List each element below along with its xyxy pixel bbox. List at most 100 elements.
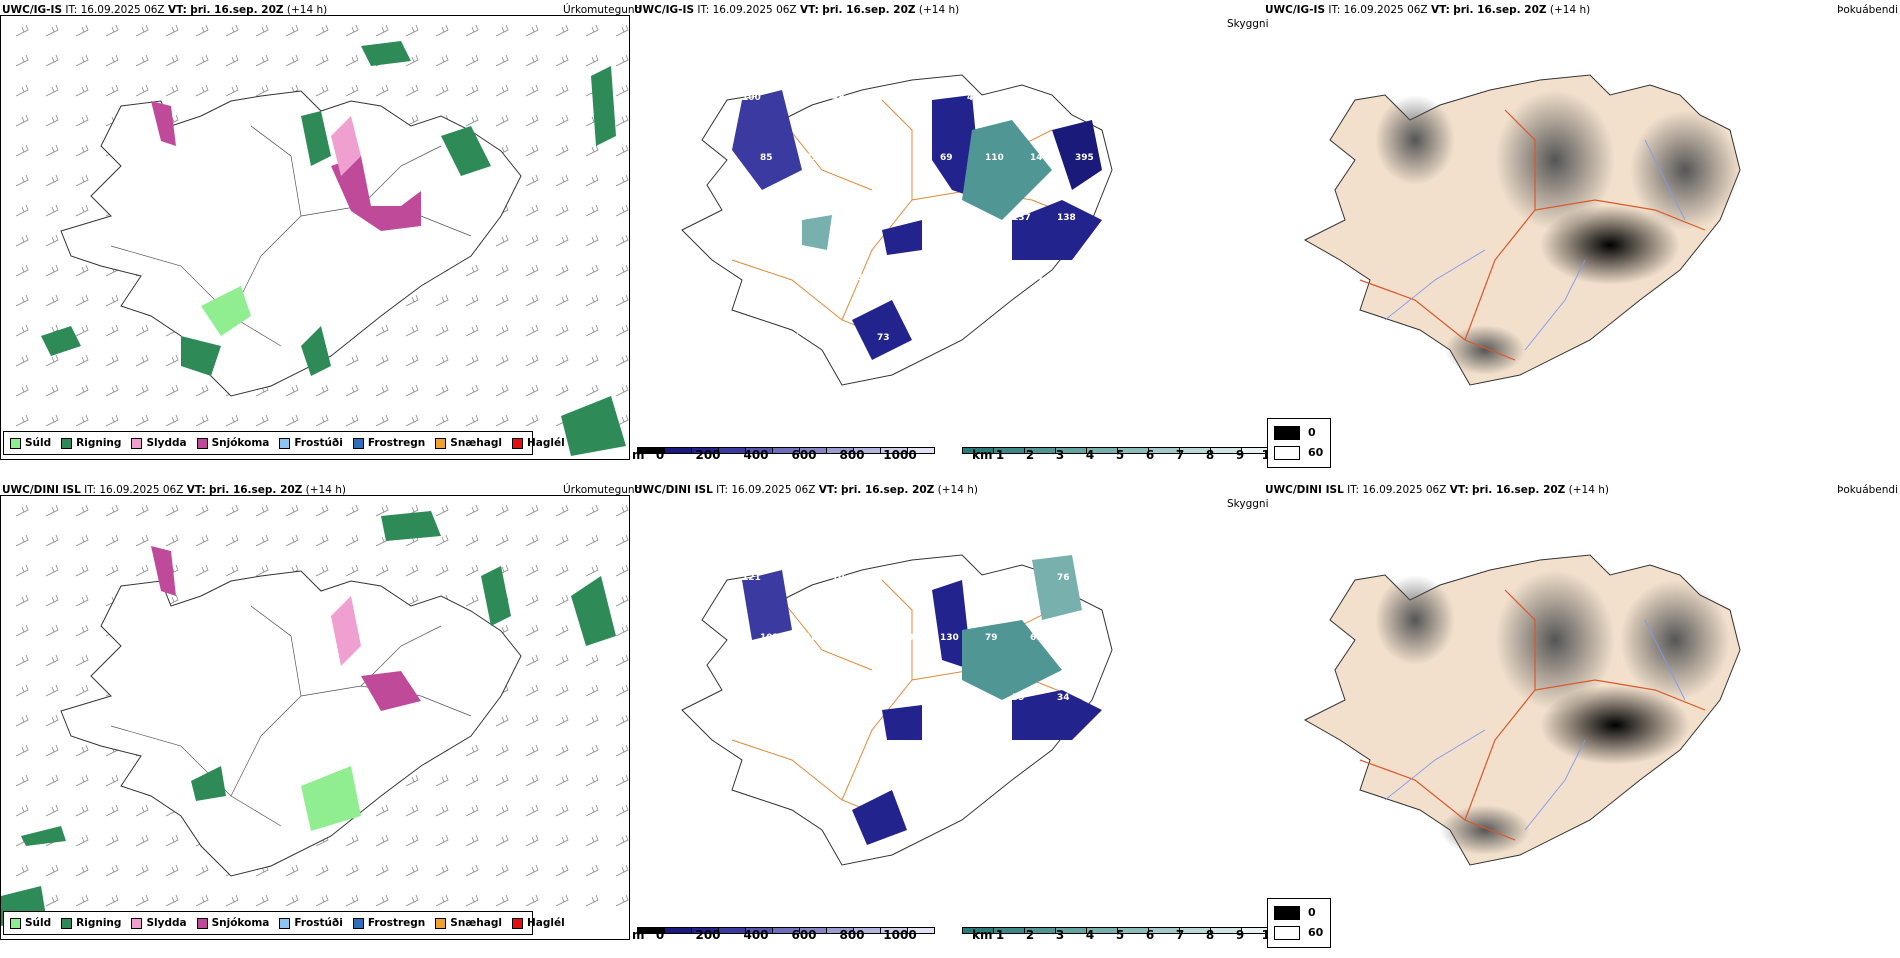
wind-barb xyxy=(225,24,239,37)
wind-barb xyxy=(15,684,29,697)
legend-label: Frostregn xyxy=(367,917,426,929)
wind-barb xyxy=(495,804,509,817)
fog-key: 0 60 xyxy=(1267,898,1331,948)
wind-barb xyxy=(525,774,539,787)
wind-barb xyxy=(15,354,29,367)
wind-barb xyxy=(495,54,509,67)
wind-barb xyxy=(345,384,359,397)
wind-barb xyxy=(315,384,329,397)
wind-barb xyxy=(345,894,359,907)
precip-legend: Súld Rigning Slydda Snjókoma Frostúði Frostre… xyxy=(3,431,565,455)
wind-barb xyxy=(375,414,389,427)
visibility-areas xyxy=(732,90,1102,360)
wind-barb xyxy=(525,804,539,817)
wind-barb xyxy=(615,54,629,67)
wind-barb xyxy=(135,834,149,847)
wind-barb xyxy=(315,864,329,877)
wind-barb xyxy=(255,414,269,427)
wind-barb xyxy=(195,504,209,517)
wind-barb xyxy=(45,24,59,37)
wind-barb xyxy=(555,384,569,397)
colorbar-tick: 400 xyxy=(743,928,769,942)
colorbar-tick: 3 xyxy=(1055,448,1065,462)
wind-barb xyxy=(15,264,29,277)
wind-barb xyxy=(585,804,599,817)
visibility-value: 69 xyxy=(940,153,953,163)
wind-barb xyxy=(345,84,359,97)
wind-barb xyxy=(615,684,629,697)
visibility-value: 149 xyxy=(805,273,824,283)
wind-barb xyxy=(165,534,179,547)
wind-barb xyxy=(525,324,539,337)
visibility-colorbar-labels: km12345678910 xyxy=(942,448,1278,464)
wind-barb xyxy=(465,54,479,67)
wind-barb xyxy=(105,834,119,847)
wind-barb xyxy=(45,804,59,817)
wind-barb xyxy=(135,534,149,547)
wind-barb xyxy=(525,654,539,667)
colorbar-tick: 5 xyxy=(1115,928,1125,942)
wind-barb xyxy=(555,84,569,97)
wind-barb xyxy=(285,24,299,37)
legend-label: Slydda xyxy=(146,917,187,929)
wind-barb xyxy=(585,714,599,727)
wind-barb xyxy=(15,864,29,877)
wind-barb xyxy=(75,324,89,337)
wind-barb xyxy=(615,594,629,607)
wind-barb xyxy=(555,564,569,577)
precip-map xyxy=(1,504,629,926)
legend-label: Haglél xyxy=(526,917,565,929)
wind-barb xyxy=(405,354,419,367)
wind-barb xyxy=(435,54,449,67)
wind-barb xyxy=(435,504,449,517)
wind-barb xyxy=(525,414,539,427)
wind-barb xyxy=(15,624,29,637)
wind-barb xyxy=(555,864,569,877)
fog-key: 0 60 xyxy=(1267,418,1331,468)
visibility-value: 115 xyxy=(832,213,851,223)
wind-barb xyxy=(225,54,239,67)
fog-index-panel-top: UWC/IG-IS IT: 16.09.2025 06Z VT: þri. 16… xyxy=(1265,0,1900,478)
wind-barb xyxy=(525,144,539,157)
fog-index-panel-bottom: UWC/DINI ISL IT: 16.09.2025 06Z VT: þri.… xyxy=(1265,480,1900,958)
colorbar-tick: 9 xyxy=(1235,928,1245,942)
wind-barb xyxy=(15,774,29,787)
legend-item: Rigning xyxy=(61,917,121,929)
visibility-value: 395 xyxy=(1075,153,1094,163)
wind-barb xyxy=(495,714,509,727)
wind-barb xyxy=(405,804,419,817)
wind-barb xyxy=(465,354,479,367)
visibility-value: 94 xyxy=(760,273,773,283)
visibility-value: 188 xyxy=(805,633,824,643)
colorbar-cell xyxy=(907,927,935,934)
wind-barb xyxy=(615,174,629,187)
legend-item: Haglél xyxy=(511,917,565,929)
wind-barb xyxy=(525,384,539,397)
wind-barb xyxy=(495,744,509,757)
wind-barb xyxy=(615,264,629,277)
wind-barb xyxy=(285,504,299,517)
wind-barb xyxy=(195,24,209,37)
wind-barb xyxy=(435,804,449,817)
visibility-value: 182 xyxy=(877,693,896,703)
wind-barb xyxy=(255,504,269,517)
visibility-value: 81 xyxy=(805,153,818,163)
wind-barb xyxy=(435,534,449,547)
wind-barb xyxy=(585,204,599,217)
wind-barb xyxy=(45,864,59,877)
wind-barb xyxy=(345,534,359,547)
wind-barb xyxy=(15,564,29,577)
wind-barb xyxy=(45,564,59,577)
wind-barb xyxy=(75,354,89,367)
wind-barb xyxy=(615,324,629,337)
visibility-value: 66 xyxy=(742,693,755,703)
wind-barb xyxy=(525,174,539,187)
visibility-value: 79 xyxy=(985,633,998,643)
legend-swatch xyxy=(352,437,364,449)
colorbar-tick: 7 xyxy=(1175,928,1185,942)
wind-barb xyxy=(75,204,89,217)
wind-barb xyxy=(495,324,509,337)
legend-swatch xyxy=(131,917,143,929)
colorbar-unit: m xyxy=(632,448,645,462)
visibility-value: 144 xyxy=(832,693,851,703)
